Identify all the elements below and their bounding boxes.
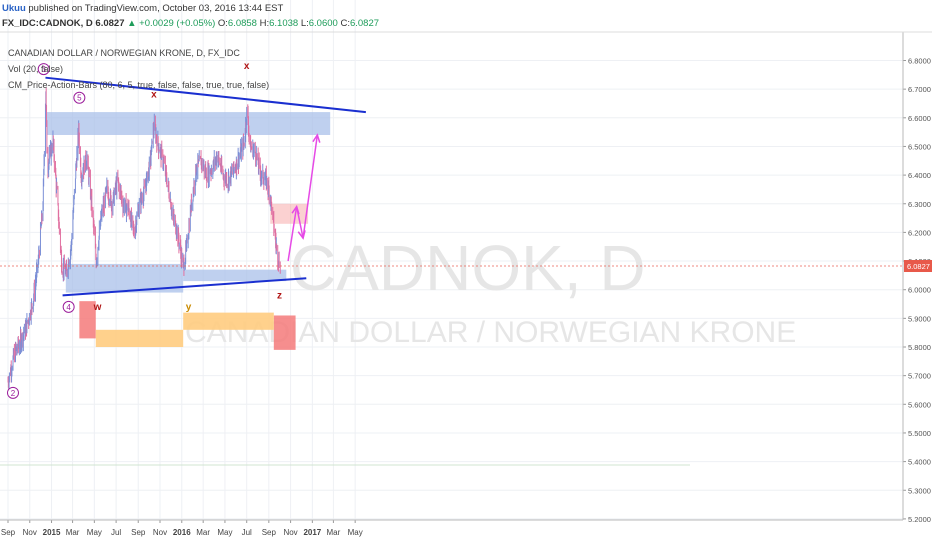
x-tick-label: Jul (242, 528, 252, 537)
low-value: 6.0600 (308, 18, 338, 29)
x-tick-label: 2016 (173, 528, 191, 537)
x-tick-label: May (217, 528, 232, 537)
up-arrow-icon: ▲ (127, 18, 137, 29)
projection-arrow (295, 206, 304, 239)
red-block (273, 315, 296, 350)
wave-letter-x2: x (244, 61, 250, 72)
y-tick-label: 5.9000 (908, 314, 931, 323)
projection-arrow (302, 134, 319, 239)
axis-layer: 6.8000 6.7000 6.6000 6.5000 6.4000 6.3000 6.20… (0, 31, 932, 537)
legend-title: CANADIAN DOLLAR / NORWEGIAN KRONE, D, FX… (8, 48, 240, 58)
y-tick-label: 6.4000 (908, 171, 931, 180)
wave-label-3: 3 (41, 65, 46, 74)
y-tick-label: 6.8000 (908, 57, 931, 66)
ohlc-line: FX_IDC:CADNOK, D 6.0827 ▲ +0.0029 (+0.05… (2, 18, 379, 29)
x-tick-label: Mar (196, 528, 210, 537)
legend-indicator[interactable]: CM_Price-Action-Bars (80, 6, 5, true, fa… (8, 80, 270, 90)
wave-label-circle (37, 63, 50, 76)
wave-letter-w: w (93, 302, 102, 313)
projection-arrow-head (312, 133, 321, 143)
red-block (79, 301, 96, 339)
y-tick-label: 6.7000 (908, 85, 931, 94)
x-tick-label: Sep (262, 528, 277, 537)
last-price: 6.0827 (95, 18, 125, 29)
y-tick-label: 6.6000 (908, 114, 931, 123)
y-tick-label: 5.6000 (908, 400, 931, 409)
y-tick-label: 5.5000 (908, 429, 931, 438)
y-tick-label: 5.2000 (908, 515, 931, 524)
publish-line: Ukuu published on TradingView.com, Octob… (2, 3, 283, 14)
wave-label-4: 4 (66, 303, 71, 312)
y-tick-label: 6.2000 (908, 228, 931, 237)
x-tick-label: 2017 (303, 528, 321, 537)
last-price-marker (904, 260, 932, 273)
close-label: C: (340, 18, 350, 29)
close-value: 6.0827 (349, 18, 380, 29)
trendline-lower (62, 277, 307, 297)
y-tick-label: 6.5000 (908, 142, 931, 151)
high-value: 6.1038 (269, 18, 299, 29)
last-price-label: 6.0827 (907, 262, 930, 271)
symbol-text: FX_IDC:CADNOK, D (2, 18, 93, 29)
author-link[interactable]: Ukuu (2, 3, 26, 14)
x-tick-label: Nov (23, 528, 37, 537)
trendline-upper (45, 76, 366, 114)
watermark-symbol: CADNOK, D (290, 232, 646, 304)
open-label: O: (217, 18, 228, 29)
change-value: +0.0029 (+0.05%) (139, 18, 216, 29)
x-tick-label: Sep (1, 528, 16, 537)
trendline-layer (0, 76, 903, 297)
wave-label-5: 5 (77, 94, 82, 103)
projection-arrow (287, 206, 298, 262)
y-tick-label: 5.7000 (908, 372, 931, 381)
low-label: L: (300, 18, 309, 29)
x-tick-label: Nov (153, 528, 167, 537)
x-tick-label: Mar (327, 528, 341, 537)
resistance-zone (46, 112, 331, 135)
wave-letter-x1: x (151, 90, 157, 101)
target-zone (270, 203, 309, 224)
x-tick-label: 2015 (43, 528, 61, 537)
legend-volume[interactable]: Vol (20, false) (8, 64, 64, 74)
y-tick-label: 5.3000 (908, 486, 931, 495)
support-zone (183, 269, 287, 282)
published-text: published on TradingView.com, October 03… (28, 3, 284, 14)
y-tick-label: 5.4000 (908, 458, 931, 467)
high-label: H: (259, 18, 270, 29)
y-tick-label: 6.3000 (908, 200, 931, 209)
x-tick-label: Mar (66, 528, 80, 537)
y-tick-label: 5.8000 (908, 343, 931, 352)
x-tick-label: Sep (131, 528, 146, 537)
x-tick-label: Jul (111, 528, 121, 537)
y-tick-label: 6.0000 (908, 286, 931, 295)
x-tick-label: May (348, 528, 363, 537)
orange-bar (95, 329, 184, 347)
open-value: 6.0858 (227, 18, 257, 29)
wave-letter-y: y (186, 302, 192, 313)
wave-letter-z: z (277, 290, 282, 301)
wave-label-circle (62, 300, 75, 313)
price-bars (7, 87, 281, 392)
wave-label-circle (73, 91, 86, 104)
x-tick-label: Nov (283, 528, 297, 537)
annotation-layer: 3 5 4 2 x x w y z (6, 61, 282, 399)
orange-bar (183, 312, 274, 330)
x-tick-label: May (87, 528, 102, 537)
wave-label-2: 2 (11, 389, 16, 398)
wave-label-circle (6, 386, 19, 399)
